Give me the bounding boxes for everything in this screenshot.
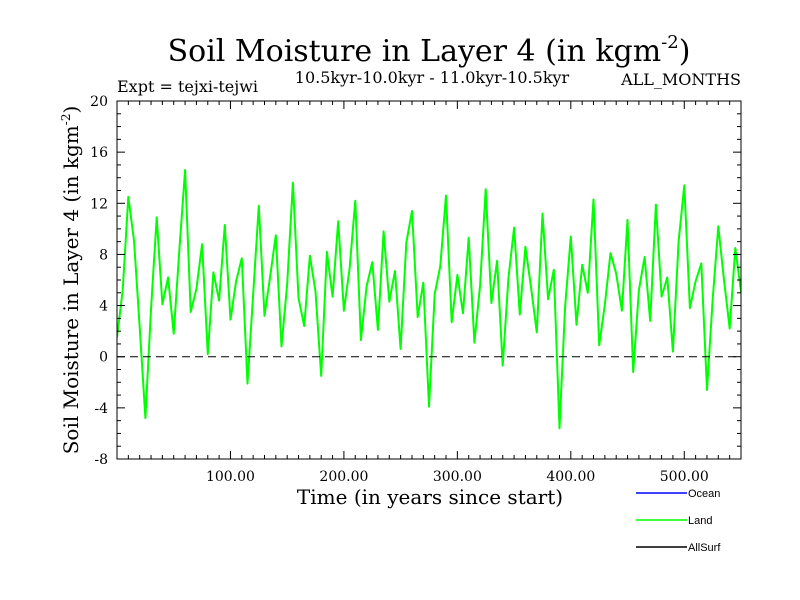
x-tick-label: 300.00 xyxy=(433,469,482,485)
chart-title: Soil Moisture in Layer 4 (in kgm-2) xyxy=(168,32,691,69)
x-tick-label: 200.00 xyxy=(319,469,368,485)
x-axis-label: Time (in years since start) xyxy=(297,485,563,509)
chart-title-main: Soil Moisture in Layer 4 (in kgm xyxy=(168,34,662,69)
series-line-land xyxy=(117,169,741,430)
legend: Ocean Land AllSurf xyxy=(636,488,721,554)
x-tick-label: 500.00 xyxy=(660,469,709,485)
y-tick-label: -8 xyxy=(94,452,108,468)
x-tick-label: 100.00 xyxy=(206,469,255,485)
plot-area xyxy=(117,169,741,430)
y-tick-label: 16 xyxy=(90,145,108,161)
y-axis-label: Soil Moisture in Layer 4 (in kgm-2) xyxy=(59,106,83,455)
legend-label-land: Land xyxy=(688,515,712,527)
experiment-label: Expt = tejxi-tejwi xyxy=(117,77,258,96)
y-tick-label: 12 xyxy=(90,196,108,212)
legend-label-ocean: Ocean xyxy=(688,488,720,500)
chart-title-superscript: -2 xyxy=(661,32,679,53)
y-tick-label: 8 xyxy=(99,247,108,263)
y-tick-label: 0 xyxy=(99,350,108,366)
y-tick-label: 4 xyxy=(99,299,108,315)
y-axis-label-superscript: -2 xyxy=(59,114,73,126)
axes-frame: -8 -4 0 4 8 12 16 20 100.00 200.00 300.00 400.00 500… xyxy=(90,94,742,485)
legend-label-allsurf: AllSurf xyxy=(688,542,721,554)
months-label: ALL_MONTHS xyxy=(620,70,741,89)
y-axis-label-main: Soil Moisture in Layer 4 (in kgm xyxy=(59,125,83,454)
y-axis-label-close: ) xyxy=(59,106,83,114)
y-tick-label: -4 xyxy=(94,401,108,417)
chart-title-close: ) xyxy=(679,34,691,69)
x-tick-label: 400.00 xyxy=(546,469,595,485)
chart-subtitle: 10.5kyr-10.0kyr - 11.0kyr-10.5kyr xyxy=(295,68,570,87)
y-tick-label: 20 xyxy=(90,94,108,110)
